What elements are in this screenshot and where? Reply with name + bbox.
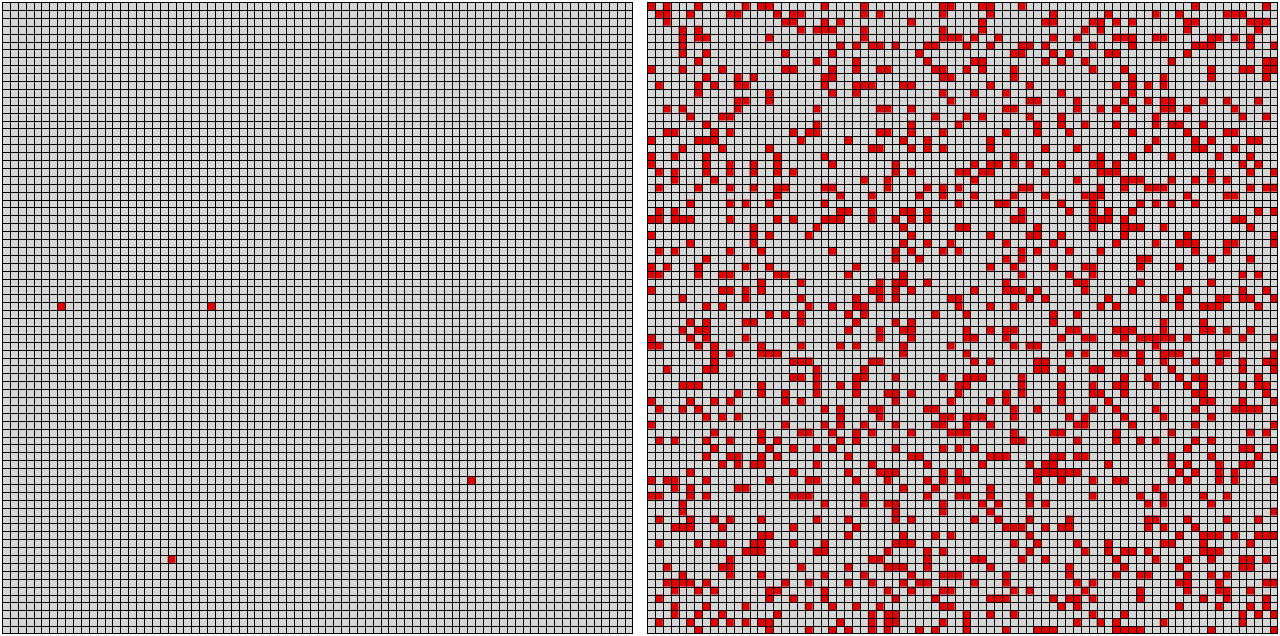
- grid-canvas-right: [647, 2, 1278, 634]
- figure-root: [0, 0, 1280, 636]
- grid-panel-left: [2, 2, 633, 634]
- grid-canvas-left: [2, 2, 633, 634]
- grid-panel-right: [647, 2, 1278, 634]
